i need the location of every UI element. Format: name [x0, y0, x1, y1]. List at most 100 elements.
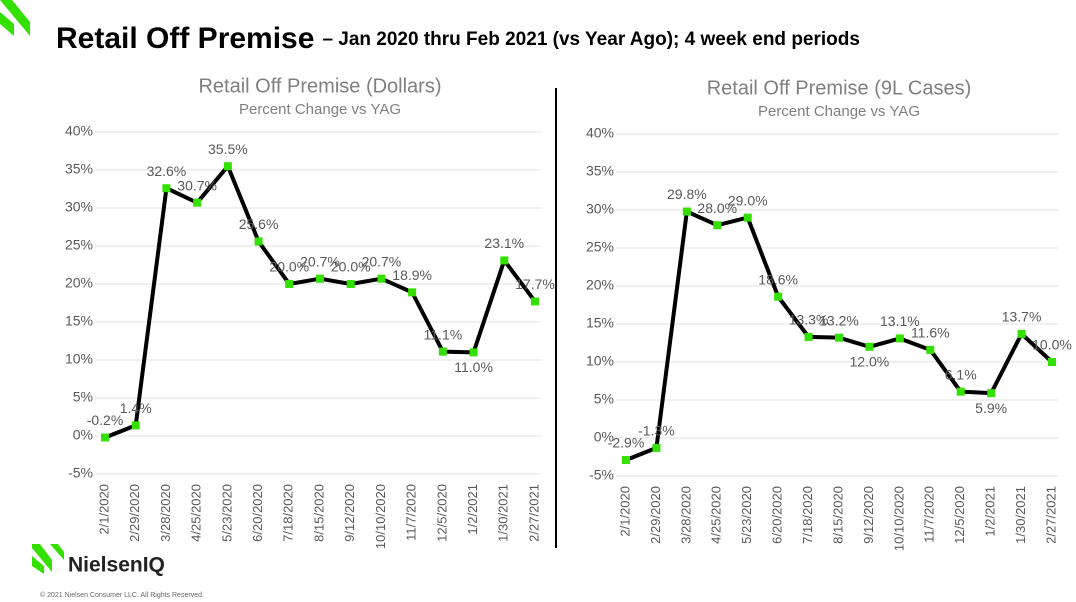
data-label: 32.6%: [147, 163, 187, 179]
x-tick-label: 5/23/2020: [739, 486, 754, 544]
x-tick-label: 1/2/2021: [983, 486, 998, 537]
data-label: 29.0%: [728, 192, 768, 208]
brand-logo: [32, 544, 64, 574]
x-tick-label: 6/20/2020: [770, 486, 785, 544]
x-tick-label: 9/12/2020: [861, 486, 876, 544]
x-tick-label: 2/29/2020: [127, 484, 142, 542]
y-tick-label: 5%: [73, 389, 93, 405]
marker: [377, 274, 386, 283]
chart-subtitle: Percent Change vs YAG: [239, 101, 401, 118]
data-label: 13.2%: [819, 312, 859, 328]
y-tick-label: 10%: [586, 353, 614, 369]
y-tick-label: -5%: [589, 467, 614, 483]
data-label: 1.4%: [120, 400, 152, 416]
marker: [131, 421, 140, 430]
y-tick-label: 25%: [586, 239, 614, 255]
marker: [500, 256, 509, 265]
x-tick-label: 2/27/2021: [1043, 486, 1058, 544]
data-label: 20.7%: [362, 253, 402, 269]
marker: [652, 443, 661, 452]
data-label: 10.0%: [1032, 337, 1072, 353]
y-tick-label: 0%: [73, 427, 93, 443]
data-label: 13.7%: [1002, 309, 1042, 325]
subtitle: – Jan 2020 thru Feb 2021 (vs Year Ago); …: [322, 29, 860, 50]
marker: [622, 456, 630, 465]
marker: [926, 345, 935, 354]
y-tick-label: 0%: [594, 429, 614, 445]
marker: [774, 292, 783, 301]
data-label: 17.7%: [515, 276, 555, 292]
x-tick-label: 1/30/2021: [496, 484, 511, 542]
x-tick-label: 12/5/2020: [952, 486, 967, 544]
x-tick-label: 3/28/2020: [158, 484, 173, 542]
x-tick-label: 9/12/2020: [342, 484, 357, 542]
data-label: 12.0%: [850, 354, 890, 370]
marker: [713, 221, 722, 230]
marker: [835, 333, 843, 342]
data-label: 5.9%: [975, 400, 1007, 416]
y-tick-label: 15%: [65, 313, 93, 329]
x-tick-label: 2/29/2020: [648, 486, 663, 544]
x-tick-label: 6/20/2020: [250, 484, 265, 542]
data-label: 20.7%: [300, 253, 340, 269]
x-tick-label: 1/30/2021: [1013, 486, 1028, 544]
data-label: -1.3%: [638, 423, 675, 439]
data-label: 13.1%: [880, 313, 920, 329]
marker: [438, 347, 447, 356]
y-tick-label: 30%: [65, 199, 93, 215]
y-tick-label: 40%: [586, 125, 614, 141]
x-tick-label: 8/15/2020: [830, 486, 845, 544]
marker: [223, 162, 232, 171]
x-tick-label: 4/25/2020: [189, 484, 204, 542]
x-tick-label: 2/1/2020: [96, 484, 111, 535]
marker: [804, 332, 813, 341]
marker: [346, 280, 355, 288]
x-tick-label: 11/7/2020: [922, 486, 937, 543]
chart-title: Retail Off Premise (Dollars): [198, 75, 441, 97]
slide-title: Retail Off Premise – Jan 2020 thru Feb 20…: [56, 22, 860, 55]
data-label: 6.1%: [945, 366, 977, 382]
data-label: 29.8%: [667, 186, 707, 202]
data-label: 11.6%: [911, 325, 950, 341]
series-line: [104, 164, 537, 440]
marker: [1017, 329, 1026, 338]
y-tick-label: 30%: [586, 201, 614, 217]
data-label: 18.6%: [758, 271, 798, 287]
x-tick-label: 11/7/2020: [404, 484, 419, 541]
marker: [743, 213, 752, 222]
x-tick-label: 10/10/2020: [891, 486, 906, 551]
marker: [956, 387, 965, 396]
data-label: 23.1%: [484, 235, 524, 251]
x-tick-label: 2/27/2021: [526, 484, 541, 542]
x-tick-label: 1/2/2021: [465, 484, 480, 535]
x-tick-label: 5/23/2020: [219, 484, 234, 542]
logo: [0, 0, 30, 36]
x-tick-label: 4/25/2020: [709, 486, 724, 544]
marker: [865, 342, 874, 351]
y-tick-label: 35%: [65, 161, 93, 177]
y-tick-label: 35%: [586, 163, 614, 179]
chart-subtitle: Percent Change vs YAG: [758, 103, 920, 120]
y-tick-label: 20%: [65, 275, 93, 291]
marker: [895, 334, 904, 343]
data-label: 18.9%: [392, 267, 432, 283]
title: Retail Off Premise: [56, 22, 314, 55]
x-tick-label: 7/18/2020: [800, 486, 815, 544]
marker: [162, 184, 171, 193]
data-label: 11.1%: [424, 326, 463, 342]
data-label: 20.0%: [269, 259, 309, 275]
y-tick-label: 15%: [586, 315, 614, 331]
marker: [316, 274, 324, 283]
copyright: © 2021 Nielsen Consumer LLC. All Rights …: [40, 591, 204, 599]
marker: [469, 348, 478, 357]
y-tick-label: 10%: [65, 351, 93, 367]
marker: [531, 297, 539, 306]
marker: [682, 207, 691, 216]
x-tick-label: 7/18/2020: [281, 484, 296, 542]
x-tick-label: 2/1/2020: [617, 486, 632, 537]
marker: [987, 389, 996, 398]
data-label: 13.3%: [789, 312, 829, 328]
data-label: 25.6%: [239, 216, 279, 232]
y-tick-label: 20%: [586, 277, 614, 293]
